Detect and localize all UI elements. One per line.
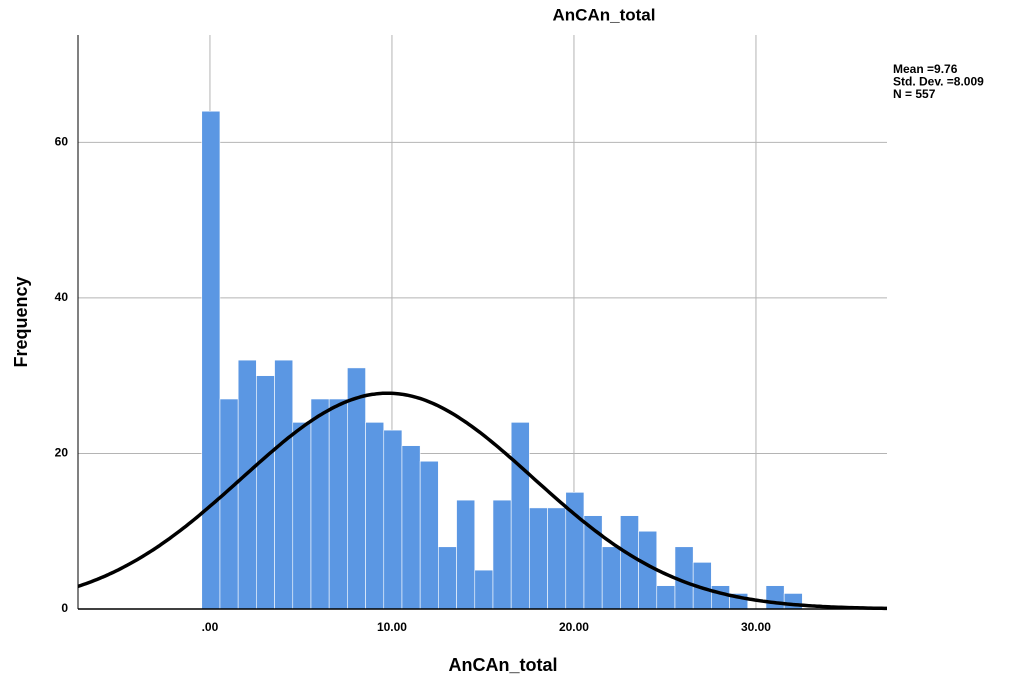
x-axis-label: AnCAn_total (449, 655, 558, 675)
bar (456, 499, 476, 610)
bar (547, 507, 567, 610)
stats-label: N = 557 (893, 87, 936, 101)
y-tick-label: 40 (55, 290, 69, 304)
normal-curve (77, 391, 887, 611)
bar (656, 585, 676, 610)
bar (510, 422, 530, 610)
bar (601, 546, 621, 610)
x-tick-label: 20.00 (559, 620, 589, 634)
bar (347, 367, 366, 610)
bar (201, 110, 221, 610)
bar (274, 359, 294, 610)
bar (711, 585, 730, 610)
bar (419, 460, 439, 610)
stats-label: Std. Dev. =8.009 (893, 75, 984, 89)
stats-label: Mean =9.76 (893, 62, 958, 76)
x-tick-label: 10.00 (377, 620, 407, 634)
bar (474, 569, 494, 610)
bar (401, 445, 421, 610)
bar (219, 398, 239, 610)
bar (237, 359, 257, 610)
bar (365, 422, 385, 610)
y-tick-label: 60 (55, 135, 69, 149)
bar (765, 585, 785, 610)
x-tick-label: 30.00 (741, 620, 771, 634)
bar (492, 499, 512, 610)
bar (529, 507, 548, 610)
bar (438, 546, 457, 610)
bar (620, 515, 639, 610)
y-axis-label: Frequency (11, 276, 31, 367)
bar (256, 375, 275, 610)
chart-title: AnCAn_total (553, 5, 656, 24)
x-tick-label: .00 (202, 620, 219, 634)
bar (292, 422, 312, 610)
bar (383, 429, 403, 610)
y-tick-label: 0 (61, 601, 68, 615)
bar (328, 398, 348, 610)
bar (310, 398, 330, 610)
y-tick-label: 20 (55, 446, 69, 460)
